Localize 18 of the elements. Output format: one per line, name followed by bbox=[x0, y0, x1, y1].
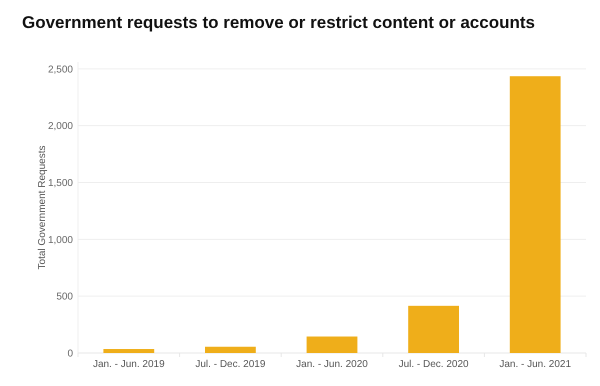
bar bbox=[306, 336, 358, 353]
bar bbox=[510, 76, 561, 353]
bar bbox=[408, 306, 459, 353]
x-tick-label: Jan. - Jun. 2019 bbox=[92, 359, 166, 370]
y-tick-label: 1,000 bbox=[48, 234, 74, 246]
x-tick-label: Jul. - Dec. 2019 bbox=[195, 359, 266, 370]
x-tick-label: Jan. - Jun. 2020 bbox=[296, 359, 368, 370]
y-tick-label: 500 bbox=[56, 292, 74, 303]
y-tick-label: 2,000 bbox=[48, 121, 74, 132]
x-tick-label: Jan. - Jun. 2021 bbox=[499, 359, 572, 370]
y-tick-label: 0 bbox=[67, 348, 74, 360]
y-tick-label: 1,500 bbox=[48, 178, 74, 189]
chart-title: Government requests to remove or restrict content or accounts bbox=[22, 13, 535, 32]
bar bbox=[205, 346, 256, 353]
y-tick-label: 2,500 bbox=[48, 64, 74, 76]
x-tick-label: Jul. - Dec. 2020 bbox=[398, 359, 470, 370]
bar bbox=[103, 349, 154, 353]
y-axis-title: Total Government Requests bbox=[37, 146, 48, 270]
